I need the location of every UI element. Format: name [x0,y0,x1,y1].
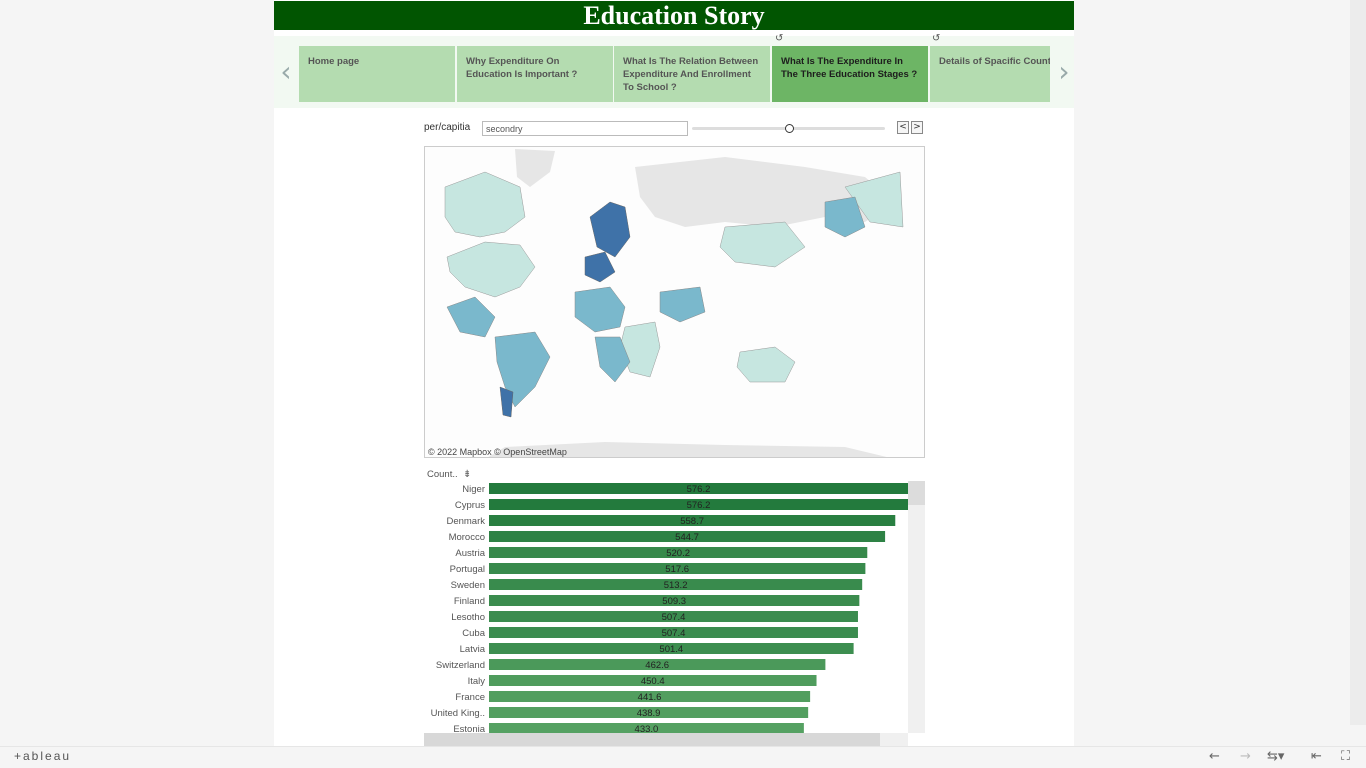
bar[interactable] [489,675,817,686]
filter-dropdown[interactable]: secondry [482,121,688,136]
bar-value-label: 501.4 [659,644,683,655]
bar-value-label: 558.7 [680,516,704,527]
undo-icon[interactable]: ← [1209,749,1220,764]
bar-chart[interactable]: Count.. ⇟ Niger 576.2 Cyprus 576.2 Denmark 55… [424,466,925,746]
chevron-right-icon[interactable]: › [1058,55,1070,88]
bar-category-label: Niger [462,484,485,495]
horizontal-scroll-thumb[interactable] [424,733,880,746]
bar-category-label: Finland [454,596,485,607]
bar-category-label: Estonia [453,724,485,733]
story-points: Home page Why Expenditure On Education I… [299,46,1050,102]
bar[interactable] [489,627,858,638]
bar-value-label: 462.6 [645,660,669,671]
story-point-why-expenditure[interactable]: Why Expenditure On Education Is Importan… [457,46,613,102]
bar-value-label: 433.0 [635,724,659,733]
bar[interactable] [489,691,811,702]
world-map[interactable]: © 2022 Mapbox © OpenStreetMap [424,146,925,458]
sort-descending-icon[interactable]: ⇟ [463,469,472,480]
bar-value-label: 576.2 [687,500,711,511]
bar[interactable] [489,723,804,733]
bar-category-label: Morocco [449,532,485,543]
bar-chart-canvas: Niger 576.2 Cyprus 576.2 Denmark 558.7 Morocco… [431,483,908,733]
bar-category-label: United King.. [431,708,485,719]
vertical-scrollbar[interactable] [908,481,925,733]
vertical-scroll-thumb[interactable] [908,481,925,505]
bar-value-label: 544.7 [675,532,699,543]
filter-label: per/capitia [424,122,471,133]
bar[interactable] [489,643,854,654]
bar-category-label: Portugal [450,564,485,575]
bar-value-label: 450.4 [641,676,665,687]
bar-chart-header: Count.. [427,469,458,480]
bar-value-label: 507.4 [662,628,686,639]
bar-value-label: 517.6 [665,564,689,575]
bar-value-label: 441.6 [638,692,662,703]
bar-category-label: France [455,692,485,703]
reset-icon[interactable]: ⇤ [1311,749,1322,764]
filter-slider-thumb[interactable] [785,124,794,133]
tableau-toolbar: +ableau ← → ⇆▾ ⇤ ⛶ [0,746,1366,768]
story-navigator: ‹ Home page Why Expenditure On Education… [274,36,1074,108]
bar-category-label: Lesotho [451,612,485,623]
bar-value-label: 507.4 [662,612,686,623]
land-mid [446,196,866,408]
story-point-home[interactable]: Home page [299,46,455,102]
bar-value-label: 509.3 [662,596,686,607]
bar-category-label: Austria [455,548,485,559]
revert-icon[interactable]: ↺ [775,33,784,44]
bar[interactable] [489,531,886,542]
bar-category-label: Cuba [462,628,485,639]
page-scrollbar[interactable] [1350,0,1366,725]
bar[interactable] [489,707,809,718]
story-point-three-stages[interactable]: What Is The Expenditure In The Three Edu… [772,46,928,102]
bar-category-label: Sweden [451,580,485,591]
bar[interactable] [489,483,908,494]
bar-category-label: Cyprus [455,500,485,511]
land-high [499,201,631,418]
filter-prev-button[interactable]: < [897,121,909,134]
bar-category-label: Latvia [460,644,486,655]
bar[interactable] [489,595,860,606]
bar[interactable] [489,611,858,622]
revert-icon[interactable]: ↺ [932,33,941,44]
bar[interactable] [489,547,868,558]
story-point-details[interactable]: Details of Spacific Countri [930,46,1050,102]
bar[interactable] [489,579,863,590]
horizontal-scrollbar[interactable] [424,733,908,746]
bar-value-label: 438.9 [637,708,661,719]
bar-category-label: Italy [468,676,486,687]
bar[interactable] [489,563,866,574]
bar[interactable] [489,499,908,510]
tableau-logo[interactable]: +ableau [14,749,72,763]
land-low [444,171,904,383]
fullscreen-icon[interactable]: ⛶ [1341,749,1351,764]
map-canvas: © 2022 Mapbox © OpenStreetMap [428,149,904,457]
bar[interactable] [489,515,896,526]
bar-value-label: 513.2 [664,580,688,591]
redo-icon[interactable]: → [1240,749,1251,764]
map-attribution: © 2022 Mapbox © OpenStreetMap [428,447,567,457]
story-point-relation[interactable]: What Is The Relation Between Expenditure… [614,46,770,102]
bar-category-label: Denmark [446,516,485,527]
chevron-left-icon[interactable]: ‹ [280,55,292,88]
bar-category-label: Switzerland [436,660,485,671]
bar-value-label: 520.2 [666,548,690,559]
bar[interactable] [489,659,826,670]
bar-value-label: 576.2 [687,484,711,495]
story-title: Education Story [274,1,1074,30]
revert-icon[interactable]: ⇆▾ [1267,749,1285,764]
filter-next-button[interactable]: > [911,121,923,134]
